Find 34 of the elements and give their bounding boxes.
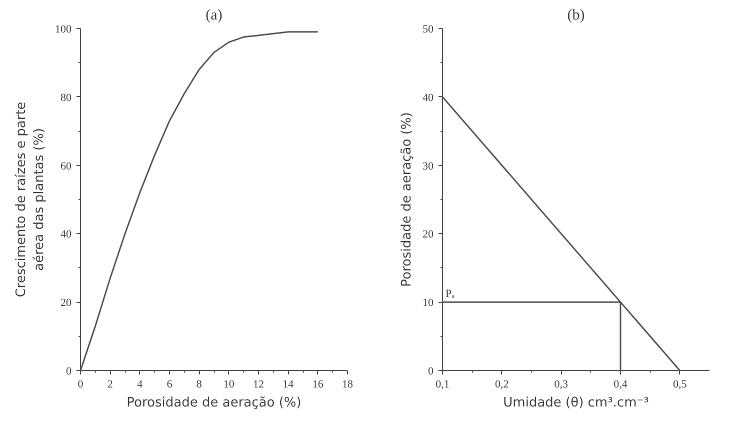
x-axis-title: Porosidade de aeração (%) [126, 396, 302, 410]
y-tick-label: 40 [422, 92, 434, 104]
x-tick-label: 12 [253, 378, 264, 390]
y-tick-label: 40 [60, 228, 72, 241]
annotation: Pₐ [446, 288, 455, 300]
y-tick-label: 0 [428, 366, 434, 378]
x-tick-label: 0,2 [494, 378, 509, 390]
y-tick-label: 50 [422, 24, 434, 36]
x-tick-label: 16 [312, 378, 324, 390]
x-tick-label: 6 [166, 378, 173, 390]
x-tick-label: 2 [107, 378, 113, 390]
x-tick-label: 0,5 [672, 378, 688, 390]
x-tick-label: 10 [223, 378, 235, 390]
x-tick-label: 0,1 [436, 378, 450, 390]
x-tick-label: 8 [196, 378, 202, 390]
y-tick-label: 80 [60, 92, 72, 104]
x-tick-label: 14 [282, 378, 294, 390]
x-tick-label: 0,3 [554, 378, 569, 390]
y-tick-label: 30 [422, 160, 434, 172]
y-axis-title: Porosidade de aeração (%) [400, 112, 414, 287]
y-tick-label: 0 [66, 366, 72, 378]
x-axis-title: Umidade (θ) cm³.cm⁻³ [503, 396, 649, 410]
x-tick-label: 0,4 [614, 378, 628, 390]
x-tick-label: 4 [137, 378, 144, 390]
y-tick-label: 20 [60, 297, 72, 310]
y-tick-label: 10 [422, 297, 434, 310]
y-axis-title: Crescimento de raízes e parte aérea das plantas (%) [14, 102, 47, 298]
x-tick-label: 0 [78, 378, 84, 390]
x-tick-label: 18 [342, 378, 354, 390]
y-tick-label: 100 [55, 24, 72, 36]
y-tick-label: 20 [422, 228, 434, 241]
chart-title: (b) [567, 8, 585, 24]
chart-title: (a) [206, 8, 222, 24]
y-tick-label: 60 [60, 160, 72, 172]
